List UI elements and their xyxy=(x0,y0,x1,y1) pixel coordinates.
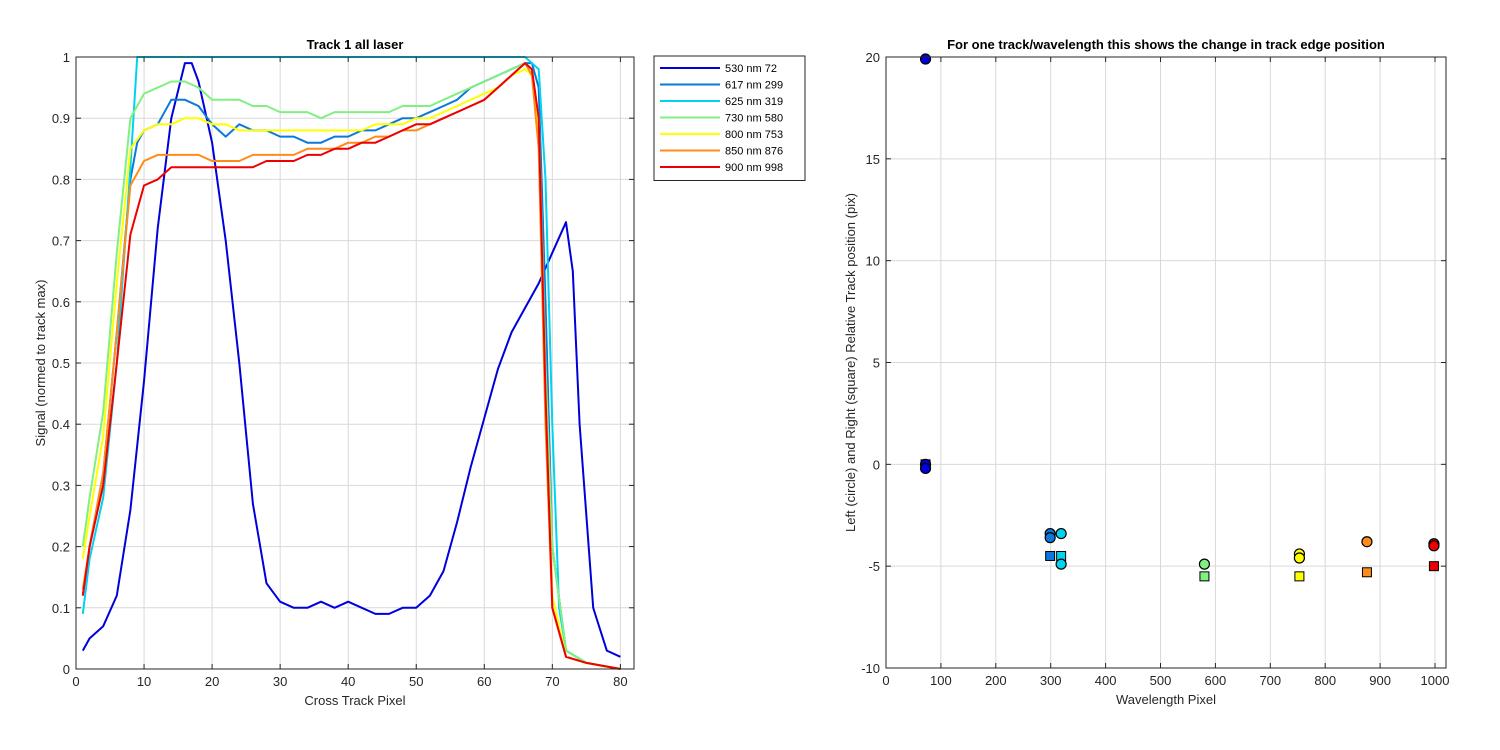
x-axis-label-left: Cross Track Pixel xyxy=(304,693,405,708)
left-edge-circle-point xyxy=(1428,540,1440,552)
right-x-tick-label: 200 xyxy=(985,673,1007,688)
left-x-tick-label: 80 xyxy=(613,674,627,689)
left-y-tick-label: 0.1 xyxy=(52,601,70,616)
left-edge-circle-point xyxy=(1055,558,1067,570)
right-x-tick-label: 0 xyxy=(882,673,889,688)
series-line xyxy=(81,68,621,670)
right-edge-square-point xyxy=(1361,567,1372,578)
right-x-tick-label: 700 xyxy=(1259,673,1281,688)
left-edge-circle-point xyxy=(1044,532,1056,544)
right-x-tick-label: 800 xyxy=(1314,673,1336,688)
left-y-tick-label: 0.7 xyxy=(52,234,70,249)
right-edge-square-point xyxy=(1428,561,1439,572)
right-x-tick-label: 600 xyxy=(1205,673,1227,688)
left-x-tick-label: 0 xyxy=(72,674,79,689)
right-x-tick-label: 900 xyxy=(1369,673,1391,688)
left-x-tick-label: 70 xyxy=(545,674,559,689)
left-edge-circle-point xyxy=(919,462,932,475)
legend-entry: 530 nm 72 xyxy=(725,63,777,75)
right-y-tick-label: -5 xyxy=(868,559,880,574)
left-edge-circle-point xyxy=(1198,558,1211,570)
right-edge-square-point xyxy=(1294,571,1305,582)
legend-entry: 730 nm 580 xyxy=(725,113,783,125)
right-y-tick-label: 10 xyxy=(866,254,880,269)
chart-title-right: For one track/wavelength this shows the … xyxy=(947,37,1385,52)
y-axis-label-left: Signal (normed to track max) xyxy=(33,280,48,447)
right-x-tick-label: 400 xyxy=(1095,673,1117,688)
left-y-tick-label: 0.5 xyxy=(52,356,70,371)
legend: 530 nm 72 617 nm 299 625 nm 319 730 nm 580 8… xyxy=(653,55,806,181)
left-x-tick-label: 40 xyxy=(341,674,355,689)
left-y-tick-label: 1 xyxy=(63,50,70,65)
left-edge-circle-point xyxy=(919,53,932,65)
right-y-tick-label: 5 xyxy=(873,356,880,371)
legend-entry: 800 nm 753 xyxy=(725,129,783,141)
left-edge-circle-point xyxy=(1055,527,1067,540)
legend-entry: 617 nm 299 xyxy=(725,80,783,92)
right-y-tick-label: 15 xyxy=(866,152,880,167)
left-y-tick-label: 0.6 xyxy=(52,295,70,310)
left-y-tick-label: 0.3 xyxy=(52,478,70,493)
legend-entry: 850 nm 876 xyxy=(725,146,783,158)
series-line xyxy=(81,62,621,658)
right-edge-square-point xyxy=(1199,571,1210,582)
series-lines xyxy=(81,56,621,670)
right-x-tick-label: 1000 xyxy=(1421,673,1450,688)
left-x-tick-label: 20 xyxy=(205,674,219,689)
scatter-chart: 0 100 200 300 400 500 600 700 800 900 1000 -10 -5 0 5 1… xyxy=(843,37,1449,707)
left-edge-circle-point xyxy=(1293,552,1306,564)
right-y-tick-label: -10 xyxy=(861,661,880,676)
left-x-tick-label: 50 xyxy=(409,674,423,689)
chart-title-left: Track 1 all laser xyxy=(307,37,404,52)
left-edge-circle-point xyxy=(1361,536,1373,548)
left-y-tick-label: 0.8 xyxy=(52,172,70,187)
left-y-tick-label: 0.2 xyxy=(52,540,70,555)
legend-entry: 625 nm 319 xyxy=(725,96,783,108)
scatter-points xyxy=(919,53,1440,582)
right-y-tick-label: 20 xyxy=(866,50,880,65)
right-x-tick-label: 500 xyxy=(1150,673,1172,688)
left-x-tick-label: 10 xyxy=(137,674,151,689)
line-chart: 0 10 20 30 40 50 60 70 80 0 0.1 0.2 0.3 0.4 0.5 0.6 0.7 0… xyxy=(33,37,806,708)
right-x-tick-label: 100 xyxy=(930,673,952,688)
x-axis-label-right: Wavelength Pixel xyxy=(1116,692,1216,707)
right-edge-square-point xyxy=(1045,550,1056,561)
series-line xyxy=(81,62,621,670)
ticks-left: 0 10 20 30 40 50 60 70 80 0 0.1 0.2 0.3 0.4 0.5 0.6 0.7 0… xyxy=(52,50,634,689)
right-x-tick-label: 300 xyxy=(1040,673,1062,688)
series-line xyxy=(81,62,621,670)
left-x-tick-label: 30 xyxy=(273,674,287,689)
left-x-tick-label: 60 xyxy=(477,674,491,689)
left-y-tick-label: 0 xyxy=(63,662,70,677)
left-y-tick-label: 0.4 xyxy=(52,417,70,432)
right-y-tick-label: 0 xyxy=(873,457,880,472)
left-y-tick-label: 0.9 xyxy=(52,111,70,126)
ticks-right: 0 100 200 300 400 500 600 700 800 900 1000 -10 -5 0 5 1… xyxy=(861,50,1449,688)
legend-entry: 900 nm 998 xyxy=(725,162,783,174)
y-axis-label-right: Left (circle) and Right (square) Relativ… xyxy=(843,193,858,532)
